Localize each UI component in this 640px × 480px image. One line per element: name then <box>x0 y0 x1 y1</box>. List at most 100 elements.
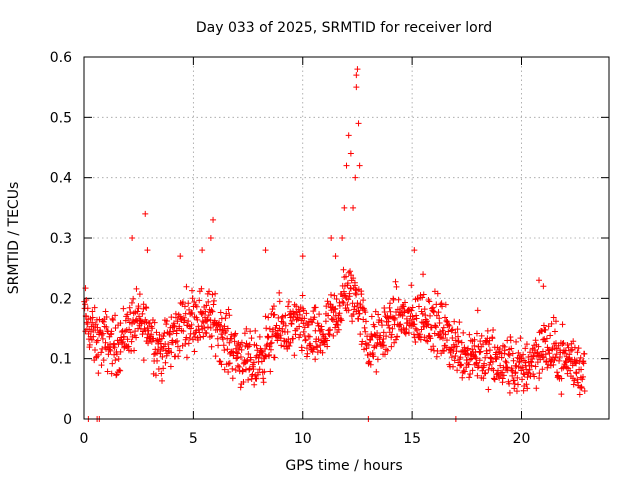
data-point-marker <box>282 312 289 319</box>
data-point-marker <box>247 356 254 363</box>
data-point-marker <box>139 310 146 317</box>
data-point-marker <box>118 339 125 346</box>
data-point-marker <box>315 322 322 329</box>
data-point-marker <box>338 317 345 324</box>
data-point-marker <box>189 295 196 302</box>
data-point-marker <box>341 204 348 211</box>
data-point-marker <box>271 354 278 361</box>
data-point-marker <box>210 301 217 308</box>
data-point-marker <box>442 331 449 338</box>
data-point-marker <box>133 334 140 341</box>
data-point-marker <box>201 324 208 331</box>
data-point-marker <box>226 339 233 346</box>
data-point-marker <box>262 313 269 320</box>
data-point-marker <box>450 363 457 370</box>
data-point-marker <box>548 358 555 365</box>
data-point-marker <box>477 348 484 355</box>
data-point-marker <box>302 336 309 343</box>
data-point-marker <box>405 330 412 337</box>
data-point-marker <box>99 330 106 337</box>
data-point-marker <box>330 309 337 316</box>
data-point-marker <box>137 317 144 324</box>
data-point-marker <box>347 285 354 292</box>
data-point-marker <box>440 324 447 331</box>
data-point-marker <box>117 320 124 327</box>
data-point-marker <box>241 330 248 337</box>
data-point-marker <box>449 334 456 341</box>
data-point-marker <box>103 313 110 320</box>
data-point-marker <box>393 283 400 290</box>
data-point-marker <box>120 333 127 340</box>
data-point-marker <box>386 324 393 331</box>
data-point-marker <box>296 323 303 330</box>
data-point-marker <box>261 368 268 375</box>
data-point-marker <box>128 299 135 306</box>
data-point-marker <box>532 337 539 344</box>
data-point-marker <box>296 311 303 318</box>
data-point-marker <box>112 312 119 319</box>
data-point-marker <box>152 372 159 379</box>
data-point-marker <box>180 328 187 335</box>
data-point-marker <box>380 342 387 349</box>
data-point-marker <box>452 352 459 359</box>
data-point-marker <box>106 346 113 353</box>
data-point-marker <box>207 324 214 331</box>
data-point-marker <box>520 351 527 358</box>
data-point-marker <box>413 315 420 322</box>
data-point-marker <box>324 298 331 305</box>
data-point-marker <box>445 328 452 335</box>
data-point-marker <box>229 375 236 382</box>
data-point-marker <box>486 361 493 368</box>
data-point-marker <box>331 292 338 299</box>
data-point-marker <box>134 308 141 315</box>
data-point-marker <box>463 356 470 363</box>
data-point-marker <box>561 350 568 357</box>
data-point-marker <box>356 162 363 169</box>
data-point-marker <box>236 363 243 370</box>
data-point-marker <box>411 247 418 254</box>
data-point-marker <box>324 337 331 344</box>
data-point-marker <box>263 325 270 332</box>
data-point-marker <box>420 271 427 278</box>
data-point-marker <box>459 374 466 381</box>
data-point-marker <box>464 352 471 359</box>
data-point-marker <box>523 381 530 388</box>
data-point-marker <box>210 216 217 223</box>
data-point-marker <box>581 388 588 395</box>
data-point-marker <box>434 290 441 297</box>
data-point-marker <box>309 319 316 326</box>
data-point-marker <box>528 362 535 369</box>
data-point-marker <box>267 346 274 353</box>
data-point-marker <box>163 321 170 328</box>
data-point-marker <box>422 312 429 319</box>
data-point-marker <box>310 345 317 352</box>
data-point-marker <box>252 327 259 334</box>
data-point-marker <box>176 347 183 354</box>
data-point-marker <box>514 374 521 381</box>
data-point-marker <box>413 312 420 319</box>
data-point-marker <box>336 302 343 309</box>
data-point-marker <box>260 379 267 386</box>
data-point-marker <box>225 368 232 375</box>
data-point-marker <box>472 353 479 360</box>
data-point-marker <box>228 348 235 355</box>
data-point-marker <box>245 376 252 383</box>
data-point-marker <box>168 349 175 356</box>
data-point-marker <box>124 336 131 343</box>
y-tick-label: 0.3 <box>50 231 72 247</box>
data-point-marker <box>506 389 513 396</box>
data-point-marker <box>136 291 143 298</box>
data-point-marker <box>431 330 438 337</box>
data-point-marker <box>160 333 167 340</box>
data-point-marker <box>237 384 244 391</box>
data-point-marker <box>155 366 162 373</box>
data-point-marker <box>186 335 193 342</box>
data-point-marker <box>345 132 352 139</box>
data-point-marker <box>189 287 196 294</box>
data-point-marker <box>262 353 269 360</box>
data-point-marker <box>110 316 117 323</box>
data-point-marker <box>95 370 102 377</box>
data-point-marker <box>273 322 280 329</box>
data-point-marker <box>170 320 177 327</box>
data-point-marker <box>476 357 483 364</box>
